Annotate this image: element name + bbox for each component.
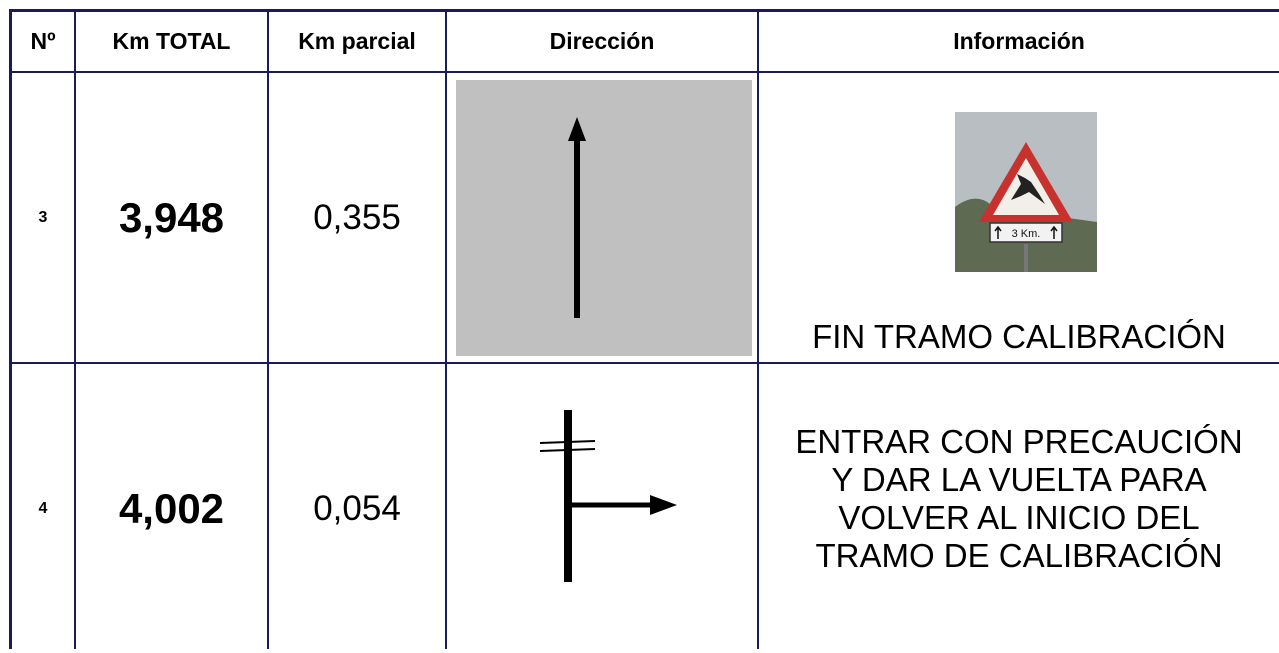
- border: [267, 9, 269, 649]
- direction-diagram: [539, 410, 677, 582]
- info-line: Y DAR LA VUELTA PARA: [831, 461, 1207, 498]
- info-text: FIN TRAMO CALIBRACIÓN: [759, 318, 1279, 356]
- border: [9, 71, 1279, 73]
- km-total: 3,948: [118, 193, 225, 241]
- border: [445, 9, 447, 649]
- deer: [1011, 174, 1045, 204]
- km-parcial: 0,054: [313, 488, 401, 528]
- sign-plate: [989, 222, 1063, 243]
- info-line: TRAMO DE CALIBRACIÓN: [815, 537, 1223, 574]
- header-cell: Km TOTAL: [112, 28, 231, 54]
- direction-diagram: [456, 80, 752, 356]
- info-text: ENTRAR CON PRECAUCIÓN Y DAR LA VUELTA PAR…: [759, 364, 1279, 634]
- cross-mark: [539, 440, 596, 444]
- plate-arrows: [994, 225, 1058, 239]
- header-cell: Km parcial: [298, 28, 416, 54]
- arrow-head: [650, 495, 677, 515]
- row-number: 3: [38, 208, 48, 226]
- border: [9, 9, 1279, 12]
- info-line: FIN TRAMO CALIBRACIÓN: [812, 318, 1226, 355]
- header-cell: Nº: [30, 28, 56, 54]
- sign-plate-text: 3 Km.: [1012, 228, 1041, 240]
- border: [74, 9, 76, 649]
- km-total: 4,002: [118, 484, 225, 532]
- cross-mark: [539, 448, 596, 452]
- info-line: ENTRAR CON PRECAUCIÓN: [795, 423, 1243, 460]
- km-parcial: 0,355: [313, 197, 401, 237]
- border: [757, 9, 759, 649]
- pole: [1024, 244, 1028, 272]
- header-cell: Dirección: [549, 28, 655, 54]
- arrow-head: [568, 117, 586, 141]
- info-line: VOLVER AL INICIO DEL: [838, 499, 1200, 536]
- header-cell: Información: [953, 28, 1085, 54]
- border: [9, 362, 1279, 364]
- sign-photo: 3 Km.: [955, 112, 1097, 272]
- row-number: 4: [38, 499, 48, 517]
- direction-background: [456, 80, 752, 356]
- border: [9, 9, 12, 649]
